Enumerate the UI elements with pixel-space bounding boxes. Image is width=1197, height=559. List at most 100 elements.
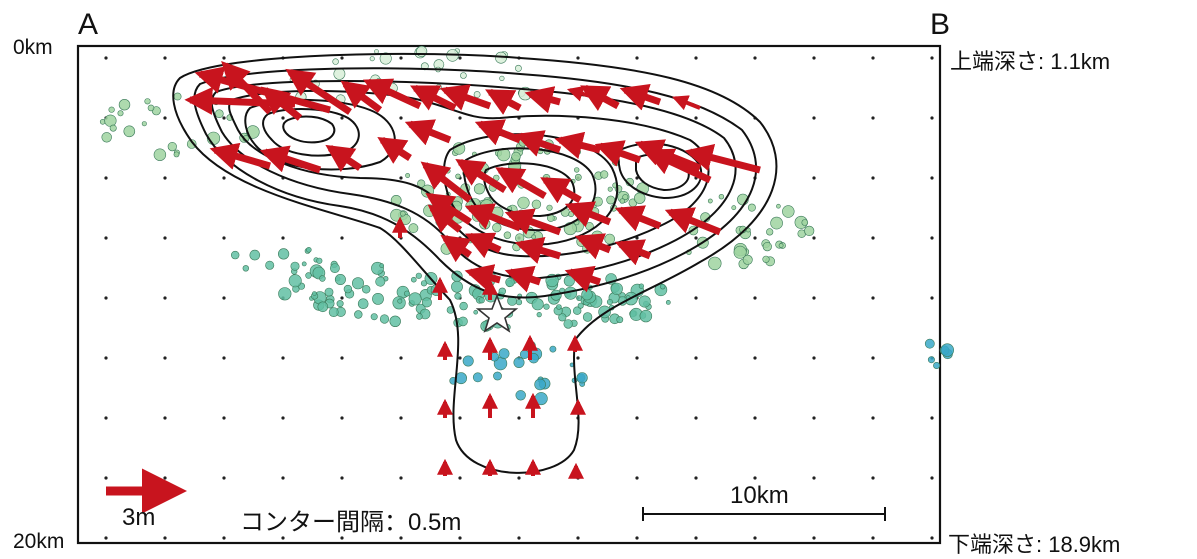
aftershock-marker	[543, 303, 550, 310]
aftershock-marker	[606, 195, 616, 205]
grid-dot	[458, 116, 462, 120]
aftershock-marker	[305, 272, 312, 279]
grid-dot	[222, 56, 226, 60]
slip-vector-arrow	[340, 80, 383, 113]
slip-vector-arrow	[564, 201, 612, 228]
grid-dot	[340, 476, 344, 480]
aftershock-marker	[610, 282, 623, 295]
aftershock-marker	[403, 290, 410, 297]
grid-dot	[812, 116, 816, 120]
aftershock-marker	[451, 280, 463, 293]
grid-dot	[163, 296, 167, 300]
grid-dot	[753, 56, 757, 60]
aftershock-marker	[144, 98, 151, 105]
grid-dot	[104, 176, 108, 180]
aftershock-marker	[351, 277, 364, 290]
aftershock-marker	[499, 75, 505, 81]
grid-dot	[635, 116, 639, 120]
fault-plane-frame	[76, 44, 942, 545]
aftershock-marker	[473, 183, 485, 195]
aftershock-marker	[416, 313, 423, 320]
slip-vector-arrow	[514, 237, 562, 264]
grid-dot	[635, 476, 639, 480]
aftershock-marker	[574, 173, 582, 181]
aftershock-marker	[408, 223, 419, 234]
aftershock-marker	[147, 104, 155, 112]
aftershock-marker	[549, 345, 557, 353]
grid-dot	[930, 416, 934, 420]
grid-dot	[163, 56, 167, 60]
slip-vector-arrow	[439, 84, 492, 111]
grid-dot	[458, 536, 462, 540]
slip-vector-arrow	[260, 86, 303, 121]
contour-line	[210, 80, 737, 280]
grid-dot	[753, 416, 757, 420]
corner-label-a: A	[78, 8, 99, 41]
aftershock-marker	[118, 98, 131, 111]
aftershock-marker	[515, 64, 522, 72]
slip-vector-arrow	[574, 233, 612, 260]
grid-dot	[281, 536, 285, 540]
aftershock-marker	[354, 310, 363, 319]
grid-dot	[930, 56, 934, 60]
slip-vectors	[184, 60, 761, 479]
slip-vector-arrow	[554, 131, 601, 160]
aftershock-marker	[718, 194, 725, 200]
aftershock-marker	[638, 295, 651, 308]
grid-dot	[694, 236, 698, 240]
aftershock-marker	[563, 275, 575, 287]
aftershock-marker	[329, 263, 340, 273]
aftershock-marker	[242, 265, 250, 272]
aftershock-marker	[478, 297, 485, 304]
aftershock-marker	[924, 338, 935, 349]
grid-dot	[517, 416, 521, 420]
slip-vector-arrow	[504, 265, 542, 293]
aftershock-marker	[927, 356, 935, 364]
slip-vector-arrow	[464, 264, 501, 292]
aftershock-marker	[707, 198, 713, 204]
grid-dot	[458, 356, 462, 360]
grid-dot	[399, 56, 403, 60]
grid-dot	[517, 476, 521, 480]
aftershock-marker	[421, 297, 432, 308]
grid-dot	[871, 236, 875, 240]
aftershock-marker	[473, 91, 481, 98]
aftershock-marker	[505, 277, 515, 287]
grid-dot	[222, 296, 226, 300]
grid-dot	[163, 176, 167, 180]
grid-dot	[871, 476, 875, 480]
grid-dot	[104, 56, 108, 60]
aftershock-marker	[534, 378, 546, 391]
grid-dot	[871, 356, 875, 360]
grid-dot	[281, 476, 285, 480]
aftershock-marker	[445, 168, 451, 174]
distance-scale-label: 10km	[730, 482, 789, 509]
contour-line	[172, 52, 778, 474]
aftershock-marker	[109, 124, 117, 132]
grid-dot	[694, 356, 698, 360]
slip-contours	[172, 52, 778, 474]
aftershock-marker	[290, 261, 300, 271]
aftershock-marker	[563, 319, 573, 329]
aftershock-marker	[397, 298, 403, 304]
aftershock-marker	[515, 390, 526, 401]
grid-dot	[104, 416, 108, 420]
grid-dot	[753, 236, 757, 240]
aftershock-marker	[762, 242, 772, 252]
slip-vector-arrow	[540, 176, 582, 204]
grid-dot	[812, 56, 816, 60]
slip-vector-arrow	[474, 119, 522, 146]
grid-dot	[635, 356, 639, 360]
aftershock-marker	[374, 49, 379, 54]
aftershock-marker	[804, 225, 815, 236]
grid-dot	[635, 56, 639, 60]
grid-dot	[812, 476, 816, 480]
aftershock-marker	[472, 372, 483, 383]
grid-dot	[694, 56, 698, 60]
aftershock-marker	[369, 56, 375, 62]
aftershock-marker	[576, 295, 582, 301]
aftershock-marker	[301, 261, 307, 267]
grid-dot	[340, 56, 344, 60]
aftershock-marker	[536, 312, 542, 318]
